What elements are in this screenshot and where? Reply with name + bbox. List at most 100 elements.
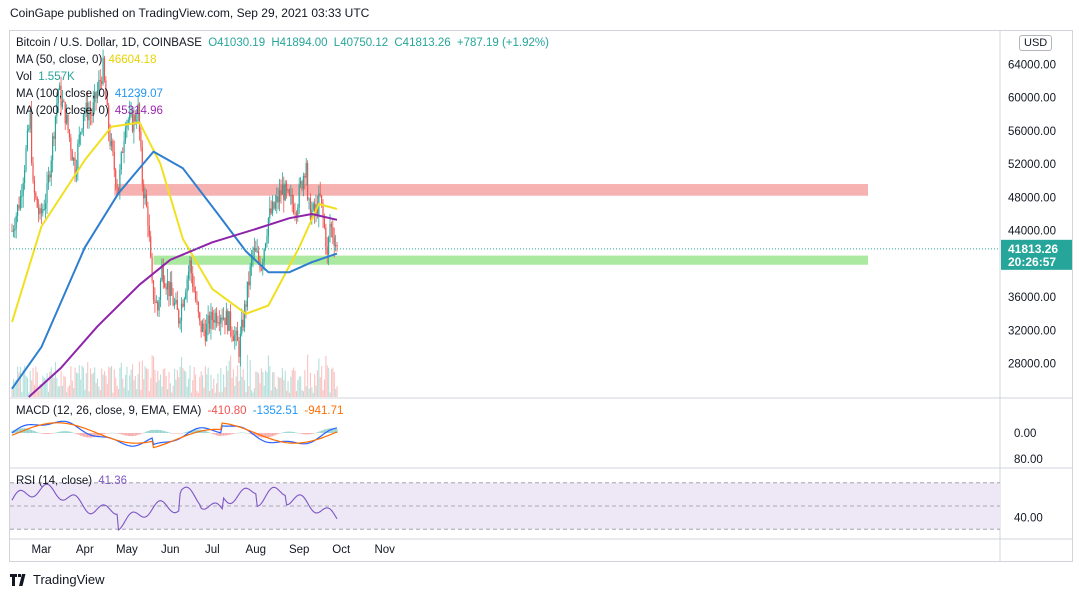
volume-bar <box>179 366 181 397</box>
macd-hist-bar <box>47 433 50 434</box>
chart-frame[interactable]: 41813.26 20:26:57 64000.00 60000.00 56000.00… <box>9 30 1073 562</box>
volume-bar <box>211 388 213 397</box>
macd-hist-bar <box>203 430 205 433</box>
macd-legend[interactable]: MACD (12, 26, close, 9, EMA, EMA) -410.8… <box>16 403 346 420</box>
candle-body <box>28 128 30 131</box>
volume-bar <box>136 389 138 397</box>
candle-body <box>176 299 178 310</box>
volume-bar <box>329 392 331 397</box>
volume-bar <box>185 371 187 397</box>
candle-body <box>227 310 229 331</box>
volume-bar <box>232 369 234 397</box>
macd-hist-bar <box>274 433 276 436</box>
macd-hist-bar <box>92 433 94 438</box>
volume-bar <box>138 361 141 397</box>
volume-bar <box>251 390 253 397</box>
macd-hist-bar <box>77 433 79 435</box>
macd-hist-bar <box>182 432 184 434</box>
macd-hist-bar <box>249 433 251 434</box>
candle-body <box>180 303 183 321</box>
footer-brand[interactable]: TradingView <box>10 572 105 587</box>
candle-body <box>284 183 286 201</box>
macd-hist-bar <box>151 429 153 433</box>
volume-bar <box>95 383 97 397</box>
vol-row[interactable]: Vol 1.557K <box>16 69 552 86</box>
volume-bar <box>26 377 29 397</box>
candle-body <box>162 264 164 284</box>
candle-body <box>50 160 52 178</box>
candle-body <box>166 281 169 290</box>
macd-hist-bar <box>131 433 134 437</box>
volume-bar <box>22 369 24 397</box>
macd-hist-bar <box>206 431 208 433</box>
candle-body <box>300 181 302 185</box>
volume-bar <box>238 381 240 397</box>
macd-hist-bar <box>305 433 307 435</box>
candle-body <box>281 184 283 195</box>
volume-bar <box>325 355 327 397</box>
volume-bar <box>196 390 198 397</box>
volume-bar <box>73 388 75 397</box>
candle-body <box>91 114 93 117</box>
volume-bar <box>228 360 230 397</box>
macd-hist-value: -410.80 <box>207 405 247 417</box>
candle-body <box>155 301 157 303</box>
candle-body <box>64 102 66 124</box>
macd-hist-bar <box>57 432 59 433</box>
macd-hist-bar <box>222 433 225 436</box>
candle-body <box>232 336 234 341</box>
candle-body <box>236 330 239 342</box>
macd-hist-bar <box>287 431 289 433</box>
volume-bar <box>193 367 195 397</box>
candle-body <box>260 269 262 271</box>
candle-body <box>321 195 323 204</box>
candle-body <box>326 246 328 255</box>
published-caption: CoinGape published on TradingView.com, S… <box>10 6 370 20</box>
macd-hist-bar <box>297 432 299 434</box>
candle-body <box>304 176 306 178</box>
macd-hist-bar <box>179 433 181 434</box>
candle-body <box>255 248 257 252</box>
volume-bar <box>81 365 83 397</box>
ma50-row[interactable]: MA (50, close, 0) 46604.18 <box>16 52 552 69</box>
candle-body <box>172 295 174 306</box>
candle-body <box>95 92 97 99</box>
volume-bar <box>87 362 89 397</box>
volume-bar <box>224 387 226 397</box>
rsi-legend[interactable]: RSI (14, close) 41.36 <box>16 473 130 490</box>
macd-hist-bar <box>45 433 47 435</box>
macd-hist-bar <box>318 431 320 433</box>
macd-hist-bar <box>161 430 163 433</box>
zone-support <box>153 255 869 265</box>
volume-bar <box>117 388 120 397</box>
volume-bar <box>237 365 239 397</box>
macd-hist-bar <box>178 433 180 434</box>
candle-body <box>147 206 149 226</box>
candle-body <box>137 103 139 121</box>
macd-hist-bar <box>326 428 328 433</box>
macd-hist-bar <box>109 432 111 434</box>
ma200-row[interactable]: MA (200, close, 0) 45314.96 <box>16 103 552 120</box>
currency-button[interactable]: USD <box>1019 35 1053 51</box>
ohlc-low: L40750.12 <box>333 37 389 49</box>
volume-bar <box>328 368 330 397</box>
volume-bar <box>123 387 125 397</box>
macd-hist-bar <box>117 433 120 434</box>
volume-bar <box>202 375 204 397</box>
volume-bar <box>103 371 106 397</box>
macd-hist-bar <box>192 430 194 433</box>
volume-bar <box>74 367 76 397</box>
macd-hist-bar <box>28 429 30 433</box>
volume-bar <box>283 379 285 397</box>
x-tick-label: Jul <box>205 544 220 556</box>
volume-bar <box>235 376 237 397</box>
volume-bar <box>321 366 323 397</box>
macd-hist-bar <box>108 433 110 434</box>
volume-bar <box>188 378 190 397</box>
macd-hist-bar <box>56 432 58 433</box>
volume-bar <box>263 385 265 397</box>
ma100-row[interactable]: MA (100, close, 0) 41239.07 <box>16 86 552 103</box>
volume-bar <box>336 386 338 397</box>
volume-bar <box>182 368 184 397</box>
